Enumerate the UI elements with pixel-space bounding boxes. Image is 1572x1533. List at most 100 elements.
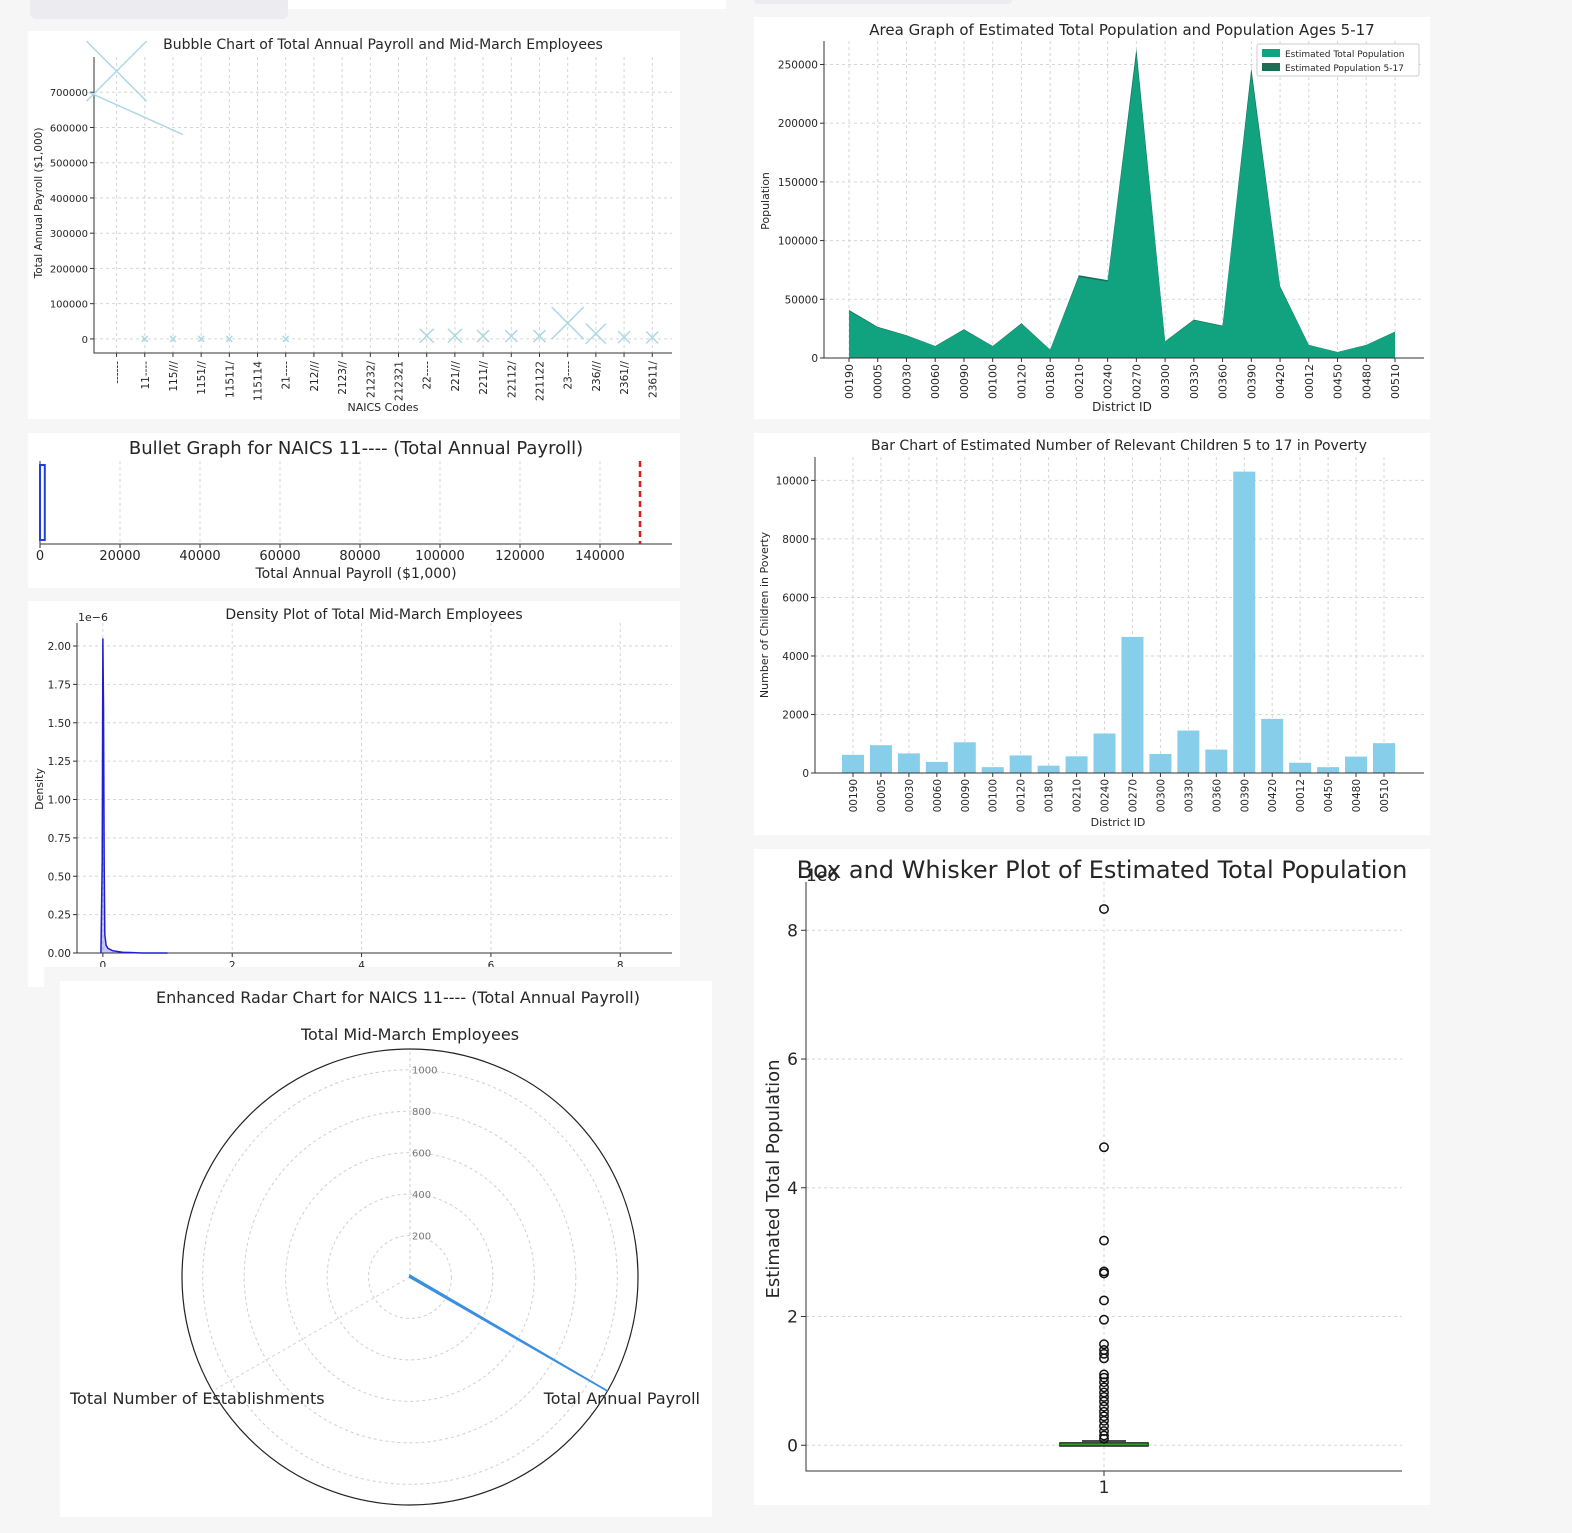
x-tick-label: 00420	[1267, 779, 1279, 812]
x-tick-label: 115114	[253, 361, 265, 401]
radial-tick-label: 400	[412, 1190, 431, 1201]
y-tick-label: 6	[787, 1050, 798, 1070]
y-tick-label: 150000	[778, 177, 818, 189]
bar	[1233, 471, 1256, 773]
chart-title: Box and Whisker Plot of Estimated Total …	[797, 856, 1408, 884]
outlier-point	[1099, 1268, 1109, 1279]
y-tick-label: 0	[787, 1436, 798, 1456]
y-axis-label: Total Annual Payroll ($1,000)	[33, 128, 45, 280]
x-tick-label: 00012	[1303, 364, 1316, 399]
bar	[1317, 767, 1340, 773]
y-tick-label: 250000	[778, 59, 818, 71]
x-tick-label: 00005	[872, 364, 885, 399]
y-tick-label: 700000	[50, 88, 88, 99]
y-tick-label: 2000	[782, 709, 809, 721]
y-tick-label: 100000	[778, 236, 818, 248]
outlier-point	[1099, 1396, 1109, 1407]
x-tick-label: 212///	[309, 361, 321, 392]
y-tick-label: 1.75	[48, 679, 71, 691]
bar	[1149, 753, 1172, 773]
x-tick-label: 8	[617, 960, 624, 972]
x-tick-label: 236///	[591, 361, 603, 392]
top-left-bg	[288, 0, 726, 9]
bar	[869, 745, 892, 773]
y-tick-label: 0	[802, 768, 809, 780]
bubble-marker	[504, 329, 518, 343]
y-axis-label: Population	[759, 172, 772, 230]
x-tick-label: 00090	[958, 364, 971, 399]
x-tick-label: 1	[1099, 1478, 1110, 1498]
bar	[1037, 765, 1060, 773]
top-left-strip	[30, 0, 288, 19]
bubble-marker	[86, 40, 148, 102]
y-tick-label: 4000	[782, 651, 809, 663]
chart-title: Bubble Chart of Total Annual Payroll and…	[163, 37, 603, 53]
x-tick-label: 00390	[1239, 779, 1251, 812]
x-tick-label: 23611/	[647, 361, 659, 398]
x-tick-label: 00330	[1188, 364, 1201, 399]
bubble-chart: Bubble Chart of Total Annual Payroll and…	[33, 37, 672, 414]
x-tick-label: 00330	[1183, 779, 1195, 812]
outlier-point	[1099, 904, 1109, 914]
axes	[814, 457, 1424, 774]
bar	[1373, 743, 1395, 773]
box-plot: Estimated Total Population 1e6 Box and W…	[763, 856, 1408, 1498]
outlier-point	[1099, 1339, 1109, 1350]
bubble-marker	[419, 328, 435, 344]
bar	[1177, 730, 1200, 773]
x-tick-label: 2211//	[478, 361, 490, 395]
x-tick-label: 00180	[1044, 364, 1057, 399]
y-axis-label: Number of Children in Poverty	[758, 531, 771, 698]
bar	[1345, 756, 1368, 773]
x-tick-label: 00090	[960, 779, 972, 812]
legend-label: Estimated Population 5-17	[1285, 64, 1404, 74]
density-plot: Density Plot of Total Mid-March Employee…	[33, 607, 672, 972]
x-axis-label: Total Annual Payroll ($1,000)	[254, 566, 456, 582]
gridlines	[77, 623, 672, 954]
legend: Estimated Total Population Estimated Popu…	[1256, 43, 1420, 77]
y-tick-label: 600000	[50, 123, 88, 134]
bubble-chart-panel: Bubble Chart of Total Annual Payroll and…	[28, 31, 680, 419]
x-axis-label: District ID	[1092, 400, 1152, 414]
axis-label: Total Annual Payroll	[543, 1389, 700, 1408]
bubble-marker	[169, 335, 177, 343]
bullet-graph: Bullet Graph for NAICS 11---- (Total Ann…	[36, 438, 672, 582]
bubble-marker	[585, 323, 607, 345]
y-tick-label: 50000	[785, 294, 818, 306]
bar	[1065, 756, 1088, 773]
chart-title: Area Graph of Estimated Total Population…	[869, 21, 1374, 39]
y-tick-label: 0.75	[48, 833, 71, 845]
x-tick-label: 00030	[904, 779, 916, 812]
bar	[981, 767, 1004, 773]
x-tick-label: 100000	[415, 549, 465, 564]
legend-swatch	[1262, 63, 1280, 71]
radial-tick-label: 800	[412, 1107, 431, 1118]
bubble-marker	[447, 328, 463, 344]
y-tick-label: 0	[811, 353, 818, 365]
axis-label: Total Number of Establishments	[69, 1389, 325, 1408]
radar-series	[408, 1273, 608, 1392]
x-tick-label: 120000	[495, 549, 545, 564]
y-tick-label: 0	[82, 335, 88, 346]
x-tick-label: 00510	[1379, 779, 1391, 812]
x-tick-label: 00360	[1211, 779, 1223, 812]
outlier-point	[1099, 1348, 1109, 1359]
radial-gridline	[285, 1152, 535, 1402]
density-plot-panel: Density Plot of Total Mid-March Employee…	[28, 601, 680, 987]
y-tick-label: 8000	[782, 534, 809, 546]
y-tick-label: 500000	[50, 159, 88, 170]
radial-gridline	[368, 1235, 452, 1319]
outlier-point	[1099, 1415, 1109, 1426]
axes	[76, 623, 672, 954]
x-tick-label: 11511/	[224, 361, 236, 398]
y-tick-label: 1.25	[48, 756, 71, 768]
y-tick-label: 200000	[778, 118, 818, 130]
chart-title: Bullet Graph for NAICS 11---- (Total Ann…	[129, 438, 583, 459]
radial-gridline	[202, 1069, 618, 1485]
x-tick-label: 00240	[1100, 779, 1112, 812]
area-graph: Area Graph of Estimated Total Population…	[759, 21, 1424, 414]
x-tick-label: 00005	[876, 779, 888, 812]
x-tick-label: 140000	[575, 549, 625, 564]
bubble-marker	[282, 335, 290, 343]
x-tick-label: 00190	[843, 364, 856, 399]
